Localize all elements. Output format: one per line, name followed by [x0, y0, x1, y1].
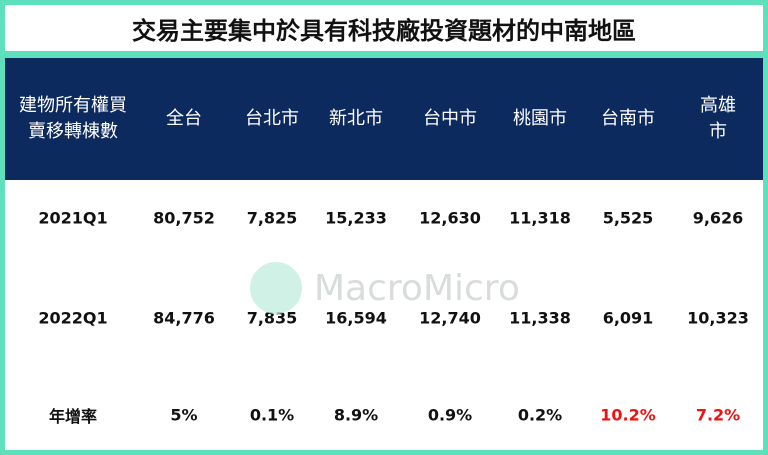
column-header: 桃園市: [513, 108, 567, 129]
table-header: 建物所有權買 賣移轉棟數 全台 台北市 新北市 台中市 桃園市 台南市 高雄市: [5, 58, 763, 180]
table-cell: 84,776: [153, 308, 215, 328]
table-cell: 16,594: [325, 308, 387, 328]
table-cell: 11,338: [509, 308, 571, 328]
column-header: 台南市: [601, 108, 655, 129]
table-cell: 9,626: [692, 208, 744, 228]
table-body: 2021Q1 80,752 7,825 15,233 12,630 11,318 5,525…: [5, 180, 763, 450]
table-cell: 5%: [170, 405, 198, 425]
column-header: 台中市: [423, 108, 477, 129]
table-cell: 0.1%: [249, 405, 295, 425]
column-header: 全台: [166, 108, 202, 129]
row-label: 2022Q1: [38, 308, 108, 328]
watermark-text: MacroMicro: [314, 267, 520, 309]
table-cell: 7,835: [246, 308, 298, 328]
table-cell: 12,630: [419, 208, 481, 228]
table-cell: 6,091: [602, 308, 654, 328]
row-label: 年增率: [48, 407, 98, 426]
table-cell: 10,323: [687, 308, 749, 328]
column-header: 建物所有權買 賣移轉棟數: [19, 95, 127, 142]
column-header: 新北市: [329, 108, 383, 129]
table-cell: 8.9%: [333, 405, 379, 425]
table-cell: 80,752: [153, 208, 215, 228]
table-cell: 5,525: [602, 208, 654, 228]
title: 交易主要集中於具有科技廠投資題材的中南地區: [5, 5, 763, 51]
table-cell: 15,233: [325, 208, 387, 228]
watermark-logo: [250, 262, 302, 314]
table-cell: 0.2%: [517, 405, 563, 425]
table-cell: 11,318: [509, 208, 571, 228]
row-label: 2021Q1: [38, 208, 108, 228]
column-header: 台北市: [245, 108, 299, 129]
watermark: MacroMicro: [250, 262, 520, 314]
table-cell: 7,825: [246, 208, 298, 228]
table-cell: 0.9%: [427, 405, 473, 425]
table-cell: 10.2%: [600, 405, 656, 425]
column-header: 高雄市: [700, 95, 736, 142]
table-cell: 7.2%: [695, 405, 741, 425]
table-cell: 12,740: [419, 308, 481, 328]
